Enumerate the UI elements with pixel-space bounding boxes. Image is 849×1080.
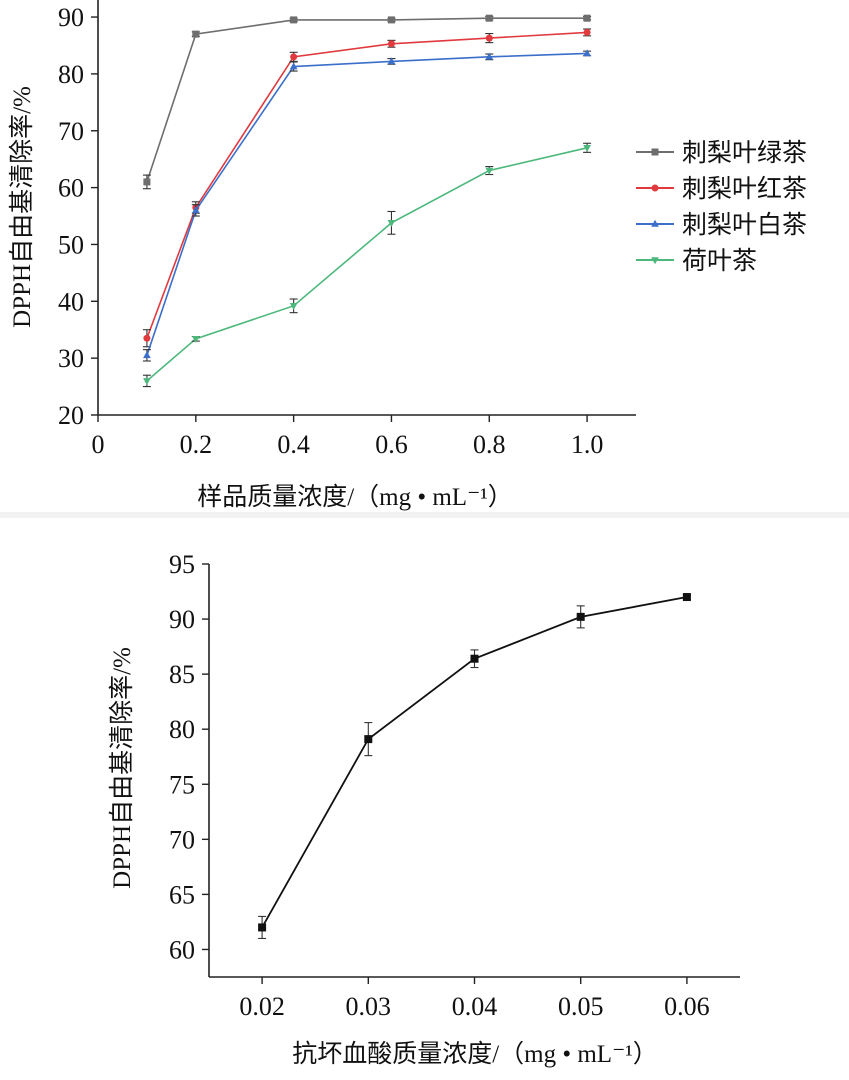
chart-marks (258, 593, 691, 940)
x-tick-label: 1.0 (571, 430, 604, 459)
chart-tea-samples: 20 30 40 50 60 70 80 90 0 0.2 0.4 0.6 0.8 1.0 样品质量浓度/… (8, 0, 807, 511)
data-point (651, 257, 659, 265)
x-tick-label: 0.4 (277, 430, 310, 459)
data-point (364, 735, 373, 744)
y-tick-label: 70 (169, 825, 195, 854)
data-point (290, 16, 298, 24)
data-point (289, 303, 298, 311)
x-tick-label: 0.06 (664, 992, 710, 1021)
x-tick-label: 0.05 (558, 992, 604, 1021)
y-tick-label: 60 (169, 935, 195, 964)
panel-divider (0, 512, 849, 518)
y-tick-label: 95 (169, 550, 195, 579)
data-point (576, 612, 585, 621)
axis-ticks: 60 65 70 75 80 85 90 95 0.02 0.03 0.04 0.05 0.06 (169, 550, 710, 1021)
y-tick-label: 60 (58, 174, 84, 203)
y-tick-label: 90 (58, 3, 84, 32)
data-point (651, 219, 659, 227)
series-line (146, 17, 588, 183)
data-point (651, 184, 659, 192)
data-point (682, 593, 691, 602)
data-point (143, 334, 151, 342)
axis-ticks: 20 30 40 50 60 70 80 90 0 0.2 0.4 0.6 0.8 1.0 (58, 3, 603, 459)
chart-ascorbic-acid: 60 65 70 75 80 85 90 95 0.02 0.03 0.04 0.05 0.06 抗坏血… (108, 550, 740, 1068)
x-tick-label: 0.8 (473, 430, 506, 459)
x-axis-title: 抗坏血酸质量浓度/（mg • mL⁻¹） (292, 1040, 658, 1068)
data-point (143, 351, 151, 359)
y-tick-label: 80 (58, 60, 84, 89)
data-point (191, 336, 200, 344)
data-point (143, 378, 151, 386)
legend-label: 荷叶茶 (682, 247, 757, 275)
data-point (387, 220, 396, 228)
data-point (485, 14, 493, 22)
x-tick-label: 0.2 (180, 430, 213, 459)
legend-label: 刺梨叶红茶 (682, 175, 807, 203)
series-line (146, 147, 588, 382)
y-tick-label: 50 (58, 230, 84, 259)
data-point (651, 148, 659, 156)
data-point (387, 40, 395, 48)
x-tick-label: 0.04 (452, 992, 498, 1021)
y-axis-title: DPPH自由基清除率/% (108, 647, 136, 889)
y-tick-label: 30 (58, 344, 84, 373)
data-point (583, 14, 591, 22)
data-point (387, 16, 395, 24)
data-point (485, 34, 493, 42)
series-line (146, 52, 588, 356)
legend-label: 刺梨叶白茶 (682, 211, 807, 239)
y-tick-label: 20 (58, 401, 84, 430)
y-axis-title: DPPH自由基清除率/% (8, 86, 36, 328)
data-point (143, 178, 151, 186)
y-tick-label: 85 (169, 660, 195, 689)
x-tick-label: 0 (92, 430, 105, 459)
x-tick-label: 0.6 (375, 430, 408, 459)
data-point (485, 52, 494, 60)
data-point (191, 206, 200, 214)
y-tick-label: 65 (169, 880, 195, 909)
data-point (470, 654, 479, 663)
legend-label: 刺梨叶绿茶 (682, 139, 807, 167)
x-axis-title: 样品质量浓度/（mg • mL⁻¹） (197, 483, 513, 511)
chart-marks (142, 14, 592, 388)
y-tick-label: 75 (169, 770, 195, 799)
y-tick-label: 90 (169, 605, 195, 634)
y-tick-label: 40 (58, 287, 84, 316)
data-point (583, 49, 591, 57)
data-point (485, 167, 494, 175)
data-point (258, 923, 267, 932)
series-line (146, 31, 588, 339)
data-point (290, 53, 298, 61)
series-line (261, 596, 688, 928)
data-point (289, 62, 298, 70)
data-point (192, 30, 200, 38)
y-tick-label: 80 (169, 715, 195, 744)
data-point (583, 28, 591, 36)
data-point (387, 57, 396, 65)
x-tick-label: 0.03 (346, 992, 392, 1021)
x-tick-label: 0.02 (239, 992, 285, 1021)
data-point (583, 145, 591, 153)
y-tick-label: 70 (58, 117, 84, 146)
